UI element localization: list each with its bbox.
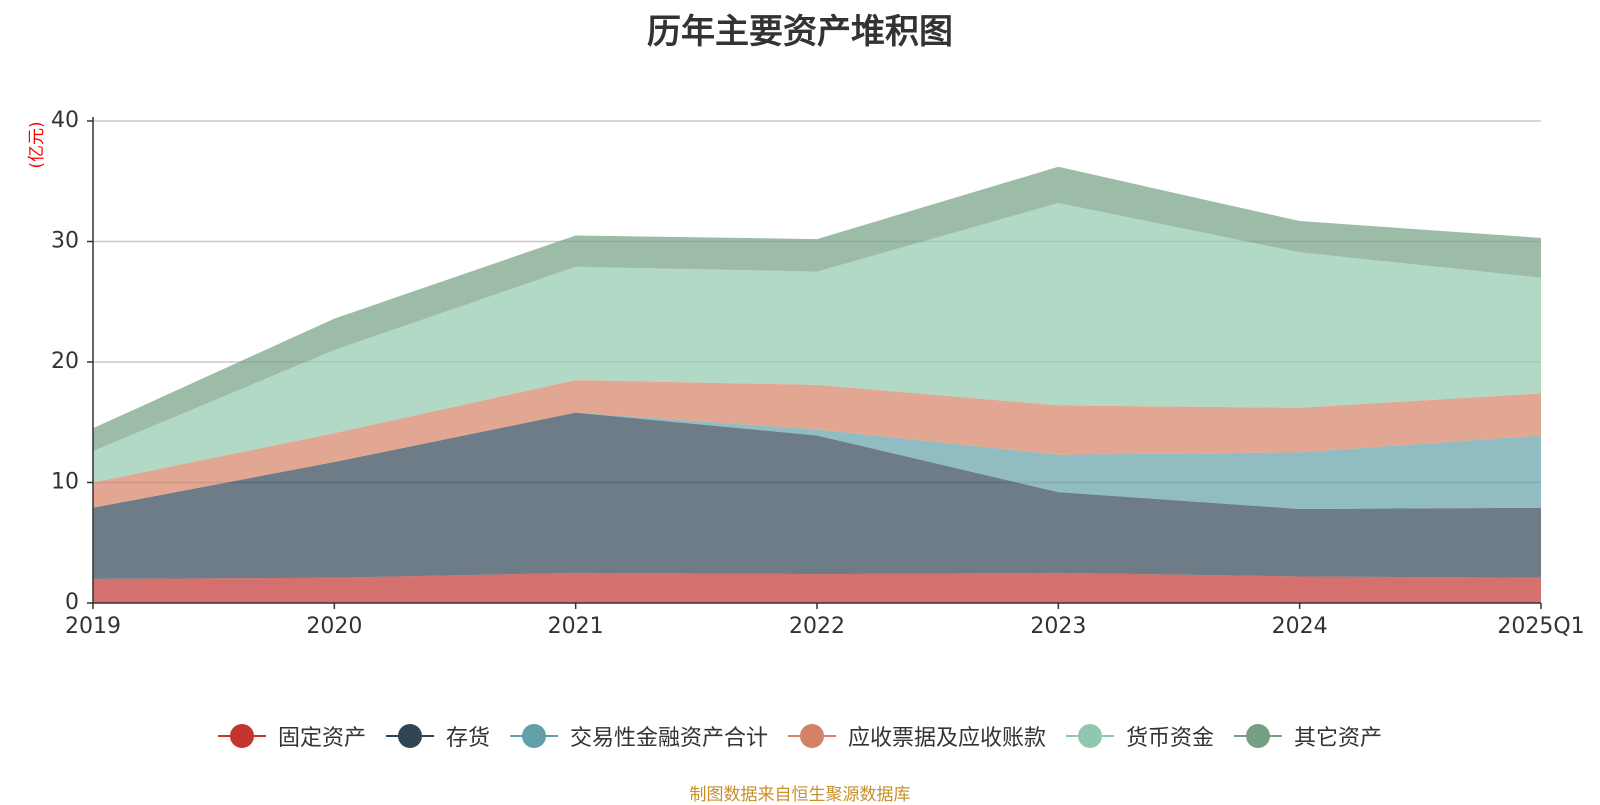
area-series-0	[93, 572, 1541, 603]
y-tick-label-1: 10	[51, 470, 79, 495]
x-tick-label-3: 2022	[789, 614, 845, 639]
x-tick-label-1: 2020	[306, 614, 362, 639]
legend-item-3[interactable]: 应收票据及应收账款	[788, 720, 1046, 752]
legend-item-4[interactable]: 货币资金	[1066, 720, 1214, 752]
legend-item-1[interactable]: 存货	[385, 720, 490, 752]
area-series	[93, 166, 1541, 603]
x-tick-label-4: 2023	[1030, 614, 1086, 639]
legend-label: 应收票据及应收账款	[848, 726, 1047, 751]
y-tick-label-3: 30	[51, 229, 79, 254]
legend-marker-icon	[1234, 723, 1283, 749]
legend-marker-icon	[1066, 723, 1115, 749]
x-tick-label-2: 2021	[548, 614, 604, 639]
legend-label: 固定资产	[277, 726, 366, 751]
legend: 固定资产 存货 交易性金融资产合计 应收票据及应收账款 货币资金 其它资产	[0, 720, 1600, 752]
y-tick-label-4: 40	[51, 108, 79, 133]
area-series-3	[93, 380, 1541, 508]
area-series-2	[93, 412, 1541, 510]
legend-label: 交易性金融资产合计	[569, 726, 768, 751]
x-tick-label-5: 2024	[1272, 614, 1328, 639]
y-tick-label-2: 20	[51, 349, 79, 374]
legend-item-0[interactable]: 固定资产	[217, 720, 366, 752]
chart-title: 历年主要资产堆积图	[647, 12, 953, 52]
y-tick-label-0: 0	[65, 590, 79, 615]
legend-marker-icon	[217, 723, 266, 749]
legend-item-5[interactable]: 其它资产	[1234, 720, 1382, 752]
x-tick-label-0: 2019	[65, 614, 121, 639]
legend-item-2[interactable]: 交易性金融资产合计	[509, 720, 768, 752]
area-series-5	[93, 166, 1541, 452]
area-series-1	[93, 412, 1541, 579]
legend-label: 存货	[445, 726, 490, 751]
legend-marker-icon	[509, 723, 558, 749]
x-tick-label-6: 2025Q1	[1497, 614, 1584, 639]
y-axis-unit-label: (亿元)	[27, 121, 47, 168]
legend-label: 货币资金	[1126, 726, 1215, 751]
data-source-note: 制图数据来自恒生聚源数据库	[689, 785, 911, 805]
legend-marker-icon	[385, 723, 434, 749]
area-series-4	[93, 202, 1541, 483]
legend-marker-icon	[788, 723, 836, 749]
legend-label: 其它资产	[1294, 726, 1383, 751]
axes: 0 10 20 30 40 2019 2020 2021 2022 2023 2024 2025Q1	[51, 108, 1585, 639]
